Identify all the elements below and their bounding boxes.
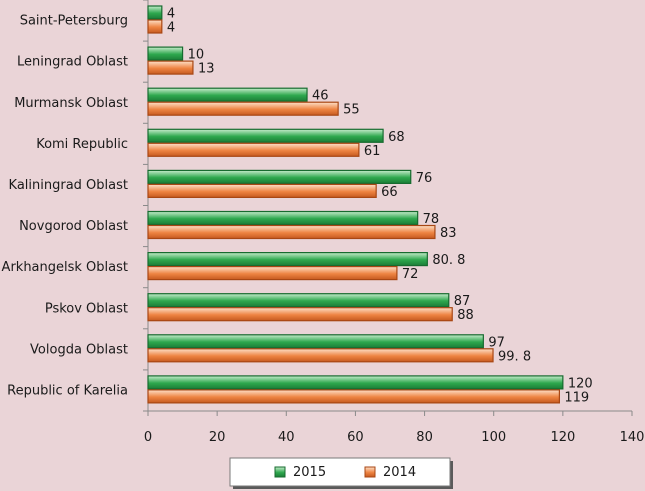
value-label-2015-vologda-oblast: 97: [488, 335, 505, 350]
value-label-2014-komi-republic: 61: [364, 144, 381, 159]
bar-2015-murmansk-oblast: [147, 87, 308, 102]
bar-2014-vologda-oblast: [147, 348, 494, 363]
category-label-saint-petersburg: Saint-Petersburg: [20, 14, 128, 29]
value-label-2014-republic-of-karelia: 119: [564, 390, 589, 405]
x-tick-label: 40: [278, 430, 295, 445]
bar-2015-vologda-oblast: [147, 334, 484, 349]
x-tick-label: 80: [416, 430, 433, 445]
value-label-2014-novgorod-oblast: 83: [440, 226, 457, 241]
category-label-novgorod-oblast: Novgorod Oblast: [19, 219, 128, 234]
x-tick-label: 120: [550, 430, 575, 445]
x-tick-label: 20: [209, 430, 226, 445]
legend-label-2015: 2015: [293, 465, 326, 480]
bar-2014-saint-petersburg: [147, 19, 163, 34]
bar-2015-republic-of-karelia: [147, 375, 564, 390]
bar-2015-novgorod-oblast: [147, 210, 419, 226]
bar-2015-arkhangelsk-oblast: [147, 252, 428, 267]
category-label-arkhangelsk-oblast: Arkhangelsk Oblast: [2, 260, 128, 275]
legend-box: [229, 457, 451, 487]
category-label-republic-of-karelia: Republic of Karelia: [7, 383, 128, 398]
legend-label-2014: 2014: [383, 465, 416, 480]
value-label-2014-pskov-oblast: 88: [457, 308, 474, 323]
value-label-2015-republic-of-karelia: 120: [568, 376, 593, 391]
bar-2014-arkhangelsk-oblast: [147, 266, 398, 281]
category-label-komi-republic: Komi Republic: [36, 137, 128, 152]
value-label-2015-saint-petersburg: 4: [167, 7, 175, 22]
legend: 2015 2014: [229, 457, 453, 489]
category-label-vologda-oblast: Vologda Oblast: [30, 342, 128, 357]
bar-2014-komi-republic: [147, 142, 360, 157]
bar-2014-novgorod-oblast: [147, 224, 436, 240]
value-label-2014-murmansk-oblast: 55: [343, 103, 360, 118]
value-label-2015-kaliningrad-oblast: 76: [416, 171, 433, 186]
axes: 0 20 40 60 80 100 120 140: [143, 0, 644, 445]
value-label-2015-leningrad-oblast: 10: [188, 48, 205, 63]
value-label-2014-saint-petersburg: 4: [167, 21, 175, 36]
bar-2014-murmansk-oblast: [147, 101, 339, 116]
category-label-murmansk-oblast: Murmansk Oblast: [14, 96, 128, 111]
bar-2014-leningrad-oblast: [147, 60, 194, 75]
value-label-2015-arkhangelsk-oblast: 80. 8: [432, 253, 465, 268]
value-label-2014-arkhangelsk-oblast: 72: [402, 267, 419, 282]
legend-swatch-2014: [364, 466, 376, 478]
x-tick-label: 0: [144, 430, 152, 445]
value-label-2015-murmansk-oblast: 46: [312, 89, 329, 104]
bar-2014-republic-of-karelia: [147, 389, 560, 404]
value-label-2015-novgorod-oblast: 78: [423, 212, 440, 227]
x-tick-label: 100: [481, 430, 506, 445]
value-label-2015-komi-republic: 68: [388, 130, 405, 145]
bar-2015-komi-republic: [147, 128, 384, 143]
legend-swatch-2015: [274, 466, 286, 478]
bar-2015-leningrad-oblast: [147, 46, 184, 61]
category-label-leningrad-oblast: Leningrad Oblast: [17, 55, 128, 70]
x-tick-label: 60: [347, 430, 364, 445]
category-label-kaliningrad-oblast: Kaliningrad Oblast: [9, 178, 128, 193]
bar-2014-kaliningrad-oblast: [147, 183, 377, 198]
bar-2015-pskov-oblast: [147, 293, 450, 308]
bar-2015-saint-petersburg: [147, 5, 163, 20]
bar-2014-pskov-oblast: [147, 307, 453, 322]
value-label-2014-kaliningrad-oblast: 66: [381, 185, 398, 200]
category-label-pskov-oblast: Pskov Oblast: [45, 301, 128, 316]
value-label-2014-vologda-oblast: 99. 8: [498, 349, 531, 364]
bars: [147, 5, 564, 404]
bar-2015-kaliningrad-oblast: [147, 169, 412, 184]
value-label-2014-leningrad-oblast: 13: [198, 62, 215, 77]
value-label-2015-pskov-oblast: 87: [454, 294, 471, 309]
x-tick-label: 140: [620, 430, 645, 445]
